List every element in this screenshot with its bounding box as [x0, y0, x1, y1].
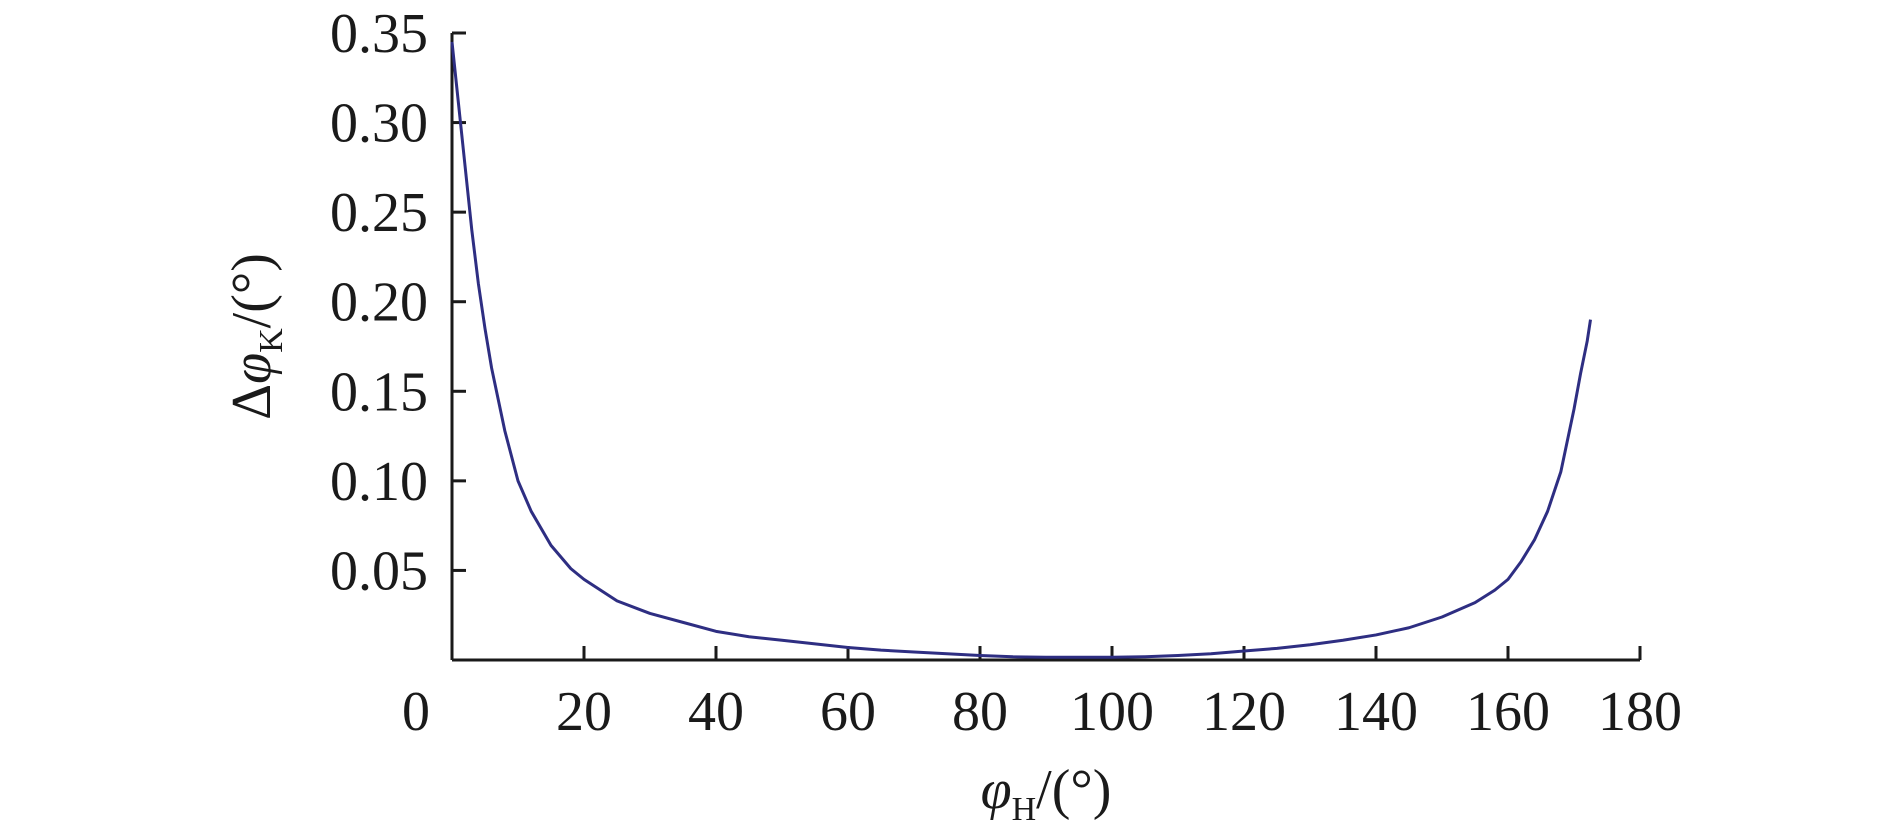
x-tick-label: 40 — [688, 681, 744, 743]
y-tick-label: 0.10 — [330, 451, 428, 513]
y-axis-symbol: φ — [221, 353, 283, 384]
y-axis-unit: /(°) — [221, 253, 283, 328]
y-tick-label: 0.20 — [330, 272, 428, 334]
x-tick-label: 100 — [1070, 681, 1154, 743]
x-axis-unit: /(°) — [1036, 759, 1111, 821]
x-tick-label: 120 — [1202, 681, 1286, 743]
y-tick-label: 0.05 — [330, 540, 428, 602]
x-axis-title: φH/(°) — [981, 759, 1112, 827]
x-tick-label: 60 — [820, 681, 876, 743]
series-layer — [450, 41, 1592, 659]
y-axis-title: ΔφK/(°) — [221, 253, 290, 420]
x-tick-label: 140 — [1334, 681, 1418, 743]
y-tick-label: 0.15 — [330, 361, 428, 423]
x-tick-label: 0 — [402, 681, 430, 743]
y-axis-subscript: K — [253, 328, 290, 353]
series-line — [450, 41, 1592, 659]
x-tick-label: 20 — [556, 681, 612, 743]
y-tick-label: 0.30 — [330, 93, 428, 155]
y-axis-prefix: Δ — [221, 384, 283, 420]
x-axis: 0 20 40 60 80 100 120 140 160 180 — [402, 646, 1682, 743]
x-tick-label: 180 — [1598, 681, 1682, 743]
y-tick-label: 0.35 — [330, 3, 428, 65]
x-axis-symbol: φ — [981, 759, 1012, 821]
y-tick-label: 0.25 — [330, 182, 428, 244]
x-tick-label: 80 — [952, 681, 1008, 743]
y-axis: 0.05 0.10 0.15 0.20 0.25 0.30 0.35 — [330, 3, 466, 660]
x-axis-subscript: H — [1012, 791, 1037, 827]
x-tick-label: 160 — [1466, 681, 1550, 743]
